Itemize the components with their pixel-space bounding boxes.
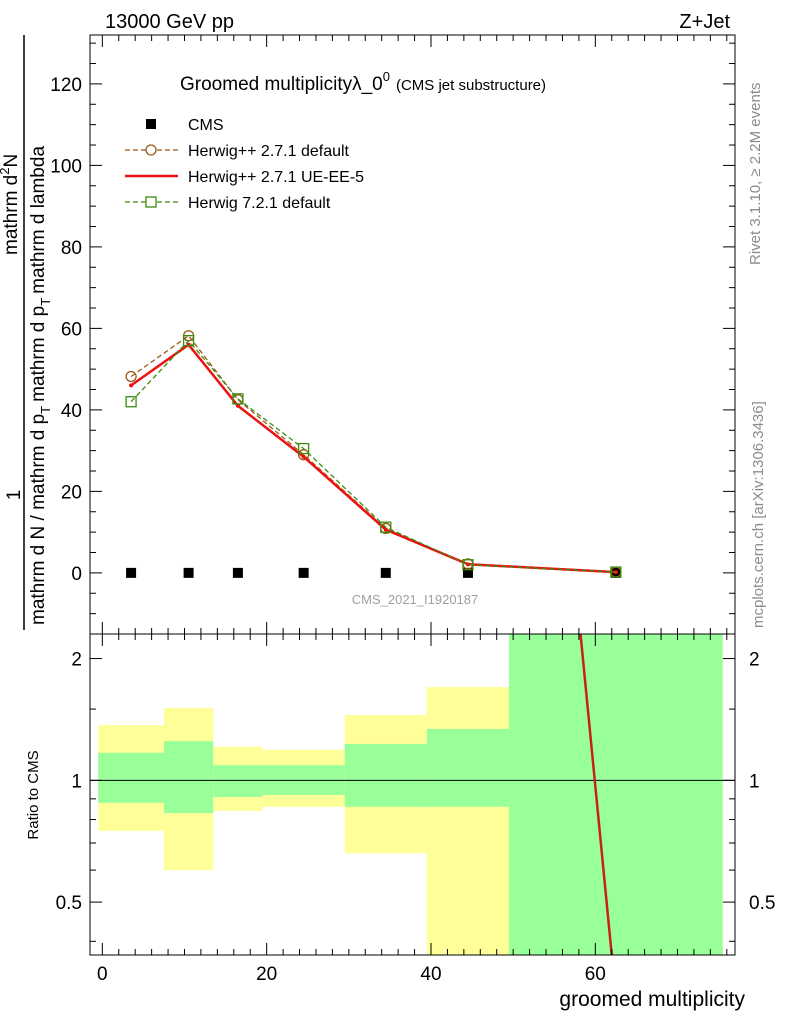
x-tick-label: 40: [420, 964, 441, 985]
ratio-inner-band: [163, 741, 214, 814]
series-line: [130, 343, 616, 574]
y-tick-label: 120: [50, 75, 82, 96]
ylabel-numerator-part: N: [1, 154, 22, 168]
mcplots-label: mcplots.cern.ch [arXiv:1306.3436]: [750, 401, 767, 628]
ylabel-denominator-part: mathrm d p: [28, 306, 49, 402]
title-superscript: 0: [383, 69, 390, 84]
square-marker: [232, 393, 244, 405]
y-tick-label: 0: [71, 564, 82, 585]
ylabel-numerator-part: 2: [0, 168, 12, 175]
ratio-axes: 0.5 0.51 12 20 20 40 60: [56, 633, 775, 985]
ratio-lines: [90, 633, 735, 956]
square-marker: [380, 521, 392, 533]
ylabel-numerator: 1: [4, 490, 25, 501]
cms-data-point: [232, 567, 243, 578]
ratio-inner-band: [344, 743, 427, 807]
ratio-y-tick-label: 1: [71, 771, 82, 792]
ratio-y-tick-label: 2: [71, 650, 82, 671]
legend-label: CMS: [188, 117, 224, 134]
ratio-y-tick-label-right: 0.5: [749, 893, 775, 914]
ratio-y-tick-label-right: 2: [749, 650, 760, 671]
ratio-y-axis-label: Ratio to CMS: [25, 750, 42, 839]
ylabel-denominator: mathrm d N / mathrm d pTmathrm d pTmathr…: [28, 146, 53, 625]
series-group: [125, 330, 622, 578]
ylabel-denominator-part: T: [38, 406, 53, 414]
line-point: [301, 454, 306, 459]
legend-marker: [145, 144, 157, 156]
circle-marker: [297, 449, 310, 461]
series-3: [125, 334, 622, 578]
legend-marker: [145, 196, 157, 208]
x-axis-label: groomed multiplicity: [559, 988, 745, 1011]
line-point: [465, 562, 470, 567]
legend-label: Herwig++ 2.7.1 UE-EE-5: [188, 169, 364, 186]
legend-label: Herwig 7.2.1 default: [188, 195, 331, 212]
ratio-y-tick-label: 0.5: [56, 893, 82, 914]
ratio-inner-band: [213, 765, 263, 797]
y-tick-label: 80: [61, 238, 82, 259]
y-tick-label: 20: [61, 482, 82, 503]
line-point: [129, 383, 134, 388]
ylabel-denominator-part: mathrm d N / mathrm d p: [28, 414, 49, 625]
x-tick-label: 60: [585, 964, 606, 985]
cms-data-point: [298, 567, 309, 578]
y-tick-label: 60: [61, 319, 82, 340]
ratio-outer-band: [426, 687, 510, 955]
process-label: 13000 GeV pp: [105, 11, 234, 33]
line-point: [235, 403, 240, 408]
y-tick-label: 40: [61, 401, 82, 422]
ylabel-denominator-part: mathrm d lambda: [28, 146, 49, 294]
ratio-panel: 0.5 0.51 12 20 20 40 60: [56, 633, 775, 985]
square-marker: [182, 334, 195, 347]
legend: CMS Herwig++ 2.7.1 default Herwig++ 2.7.1 …: [125, 117, 364, 212]
rivet-label: Rivet 3.1.10, ≥ 2.2M events: [747, 83, 764, 266]
x-tick-label: 20: [256, 964, 277, 985]
ylabel-denominator-part: T: [38, 298, 53, 306]
series-line: [130, 339, 616, 573]
ylabel-numerator-part: mathrm d: [1, 175, 22, 255]
circle-marker: [125, 370, 137, 383]
channel-label: Z+Jet: [679, 11, 730, 33]
ratio-model-line: [579, 633, 613, 956]
cms-data-point: [183, 567, 194, 578]
square-marker: [125, 396, 137, 408]
title-subtitle: (CMS jet substructure): [396, 77, 546, 94]
legend-label: Herwig++ 2.7.1 default: [188, 143, 350, 160]
ratio-y-tick-label-right: 1: [749, 771, 760, 792]
line-point: [383, 527, 388, 532]
square-marker: [297, 442, 310, 455]
series-1: [125, 330, 622, 578]
main-frame: [89, 34, 736, 635]
main-y-axis-label: 1 mathrm d N / mathrm d pTmathrm d pTmath…: [0, 35, 53, 630]
chart-title: Groomed multiplicityλ_00 (CMS jet substru…: [180, 69, 546, 95]
cms-data-point: [380, 567, 391, 578]
ratio-uncertainty-bands: [98, 634, 723, 955]
ratio-inner-band: [426, 728, 510, 807]
ratio-inner-band: [98, 752, 164, 803]
main-panel: CMS_2021_I1920187 0 20 40 60 80 100 120 Groome…: [50, 34, 736, 635]
watermark: CMS_2021_I1920187: [352, 592, 479, 607]
legend-marker: [146, 119, 156, 129]
series-line: [130, 334, 616, 573]
square-marker: [610, 566, 622, 578]
ylabel-numerator-expression: mathrm d2N: [0, 154, 22, 255]
ratio-frame: [89, 633, 736, 956]
y-tick-label: 100: [50, 156, 82, 177]
series-2: [129, 342, 618, 575]
square-marker: [462, 559, 474, 571]
cms-data-point: [126, 567, 137, 578]
x-tick-label: 0: [97, 964, 108, 985]
cms-data-point: [462, 567, 473, 578]
title-main: Groomed multiplicityλ_0: [180, 74, 383, 95]
ratio-inner-band: [509, 634, 723, 955]
